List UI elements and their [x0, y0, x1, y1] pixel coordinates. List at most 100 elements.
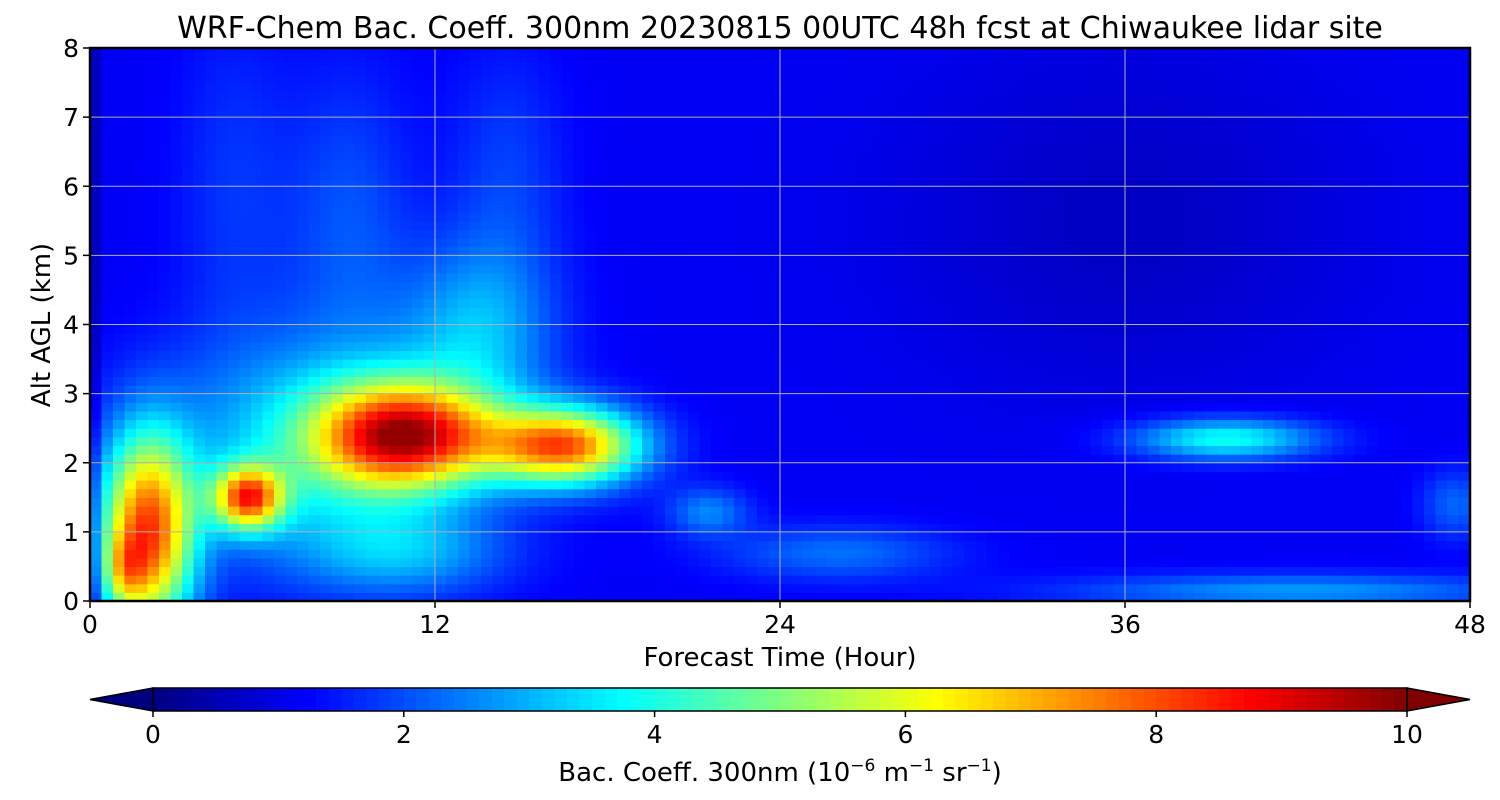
heatmap-cell [826, 65, 839, 75]
heatmap-cell [504, 289, 517, 300]
heatmap-cell [423, 203, 436, 213]
heatmap-cell [895, 333, 908, 343]
heatmap-cell [400, 575, 413, 585]
heatmap-cell [113, 324, 126, 334]
heatmap-cell [297, 393, 310, 403]
heatmap-cell [826, 497, 839, 507]
heatmap-cell [458, 177, 471, 187]
heatmap-cell [331, 82, 344, 92]
heatmap-cell [619, 410, 632, 421]
heatmap-cell [216, 203, 229, 213]
heatmap-cell [952, 194, 965, 205]
heatmap-cell [538, 73, 551, 84]
heatmap-cell [561, 480, 574, 490]
heatmap-cell [193, 56, 206, 66]
heatmap-cell [837, 359, 850, 369]
heatmap-cell [389, 238, 402, 248]
heatmap-cell [101, 566, 114, 576]
heatmap-cell [285, 255, 298, 265]
heatmap-cell [929, 186, 942, 196]
heatmap-cell [803, 531, 816, 542]
heatmap-cell [515, 436, 528, 447]
heatmap-cell [251, 194, 264, 205]
heatmap-cell [101, 212, 114, 222]
heatmap-cell [757, 177, 770, 187]
heatmap-cell [550, 523, 563, 533]
heatmap-cell [791, 212, 804, 222]
heatmap-cell [400, 194, 413, 205]
heatmap-cell [400, 264, 413, 274]
heatmap-cell [929, 134, 942, 144]
heatmap-cell [941, 549, 954, 559]
heatmap-cell [929, 324, 942, 334]
heatmap-cell [423, 428, 436, 438]
heatmap-cell [412, 324, 425, 334]
heatmap-cell [377, 289, 390, 300]
heatmap-cell [596, 56, 609, 66]
heatmap-cell [136, 428, 149, 438]
heatmap-cell [711, 125, 724, 136]
heatmap-cell [596, 65, 609, 75]
heatmap-cell [573, 557, 586, 568]
heatmap-cell [642, 575, 655, 585]
heatmap-cell [860, 566, 873, 576]
heatmap-cell [320, 220, 333, 231]
heatmap-cell [952, 289, 965, 300]
heatmap-cell [527, 324, 540, 334]
heatmap-cell [331, 514, 344, 524]
heatmap-cell [918, 531, 931, 542]
heatmap-cell [906, 419, 919, 429]
heatmap-cell [952, 307, 965, 317]
heatmap-cell [354, 471, 367, 481]
heatmap-cell [849, 359, 862, 369]
heatmap-cell [469, 367, 482, 377]
heatmap-cell [872, 505, 885, 516]
heatmap-cell [492, 91, 505, 101]
heatmap-cell [642, 471, 655, 481]
heatmap-cell [711, 289, 724, 300]
heatmap-cell [872, 445, 885, 455]
heatmap-cell [699, 298, 712, 308]
heatmap-cell [653, 194, 666, 205]
heatmap-cell [113, 117, 126, 127]
heatmap-cell [975, 514, 988, 524]
heatmap-cell [228, 428, 241, 438]
heatmap-cell [630, 125, 643, 136]
heatmap-cell [274, 419, 287, 429]
heatmap-cell [780, 540, 793, 550]
heatmap-cell [757, 419, 770, 429]
heatmap-cell [308, 91, 321, 101]
heatmap-cell [653, 410, 666, 421]
heatmap-cell [745, 255, 758, 265]
heatmap-cell [952, 220, 965, 231]
heatmap-cell [918, 91, 931, 101]
heatmap-cell [504, 505, 517, 516]
heatmap-cell [837, 177, 850, 187]
heatmap-cell [274, 315, 287, 326]
heatmap-cell [515, 194, 528, 205]
heatmap-cell [757, 549, 770, 559]
heatmap-cell [354, 238, 367, 248]
heatmap-cell [90, 410, 103, 421]
heatmap-cell [377, 488, 390, 498]
heatmap-cell [400, 177, 413, 187]
heatmap-cell [642, 488, 655, 498]
heatmap-cell [711, 359, 724, 369]
heatmap-cell [550, 514, 563, 524]
heatmap-cell [653, 436, 666, 447]
heatmap-cell [538, 557, 551, 568]
heatmap-cell [699, 462, 712, 472]
heatmap-cell [826, 117, 839, 127]
heatmap-cell [297, 298, 310, 308]
heatmap-cell [308, 315, 321, 326]
heatmap-cell [596, 393, 609, 403]
heatmap-cell [895, 160, 908, 170]
heatmap-cell [665, 410, 678, 421]
heatmap-cell [665, 384, 678, 395]
heatmap-cell [607, 514, 620, 524]
heatmap-cell [504, 125, 517, 136]
heatmap-cell [699, 151, 712, 161]
heatmap-cell [929, 350, 942, 360]
heatmap-cell [400, 229, 413, 239]
heatmap-cell [584, 376, 597, 386]
